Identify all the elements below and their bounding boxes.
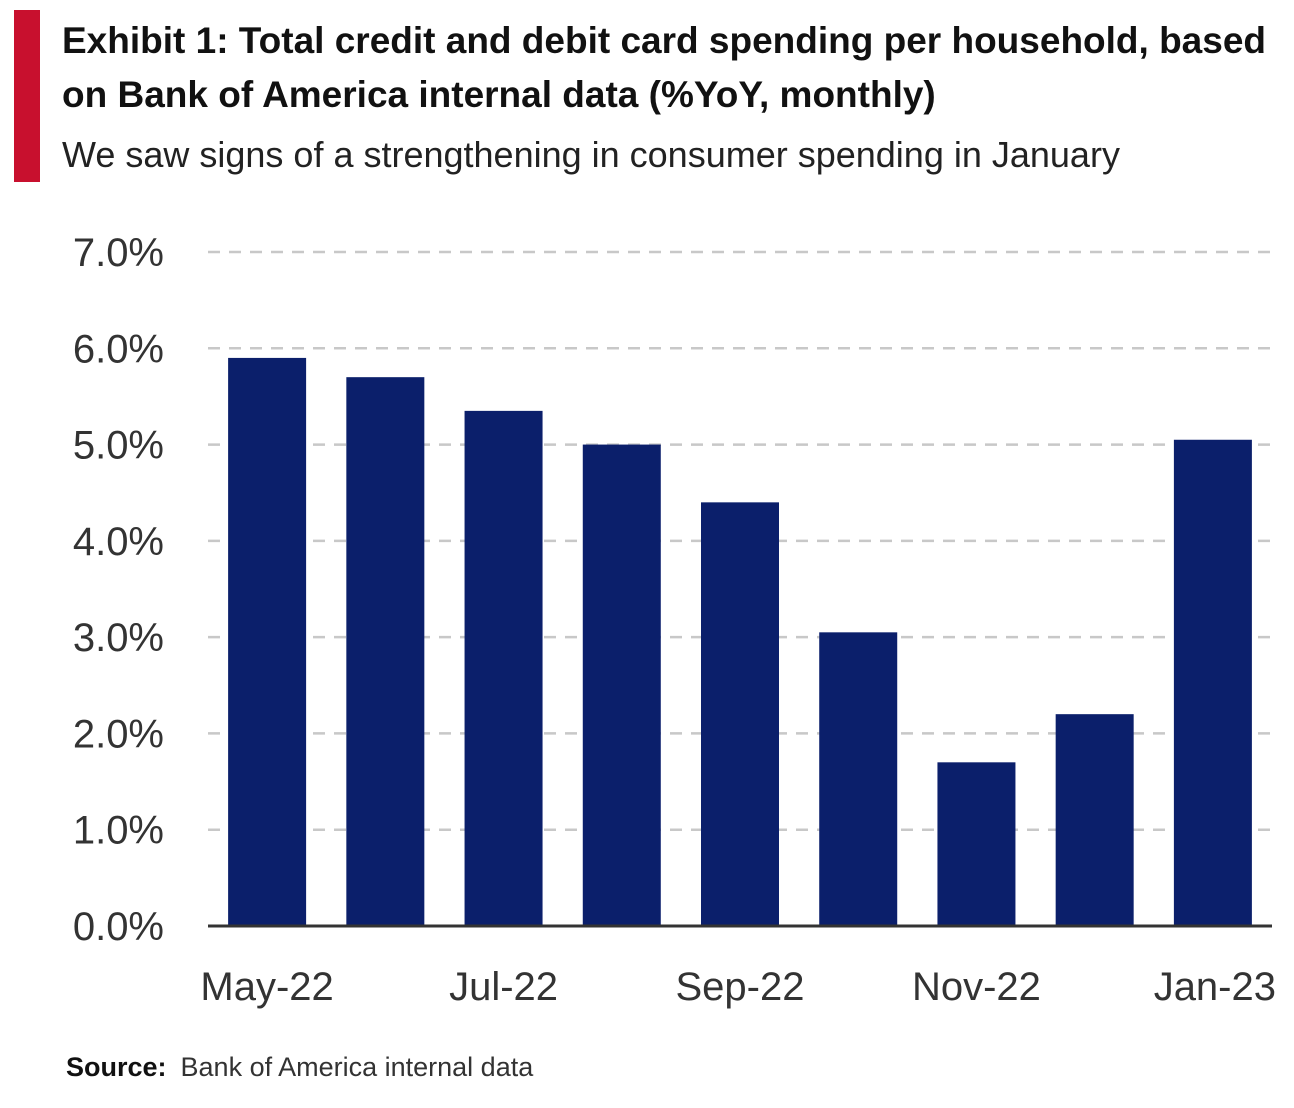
- bars: [228, 357, 1252, 927]
- y-tick-label: 2.0%: [73, 712, 164, 756]
- bar-jan-23: [1173, 439, 1252, 926]
- source-label: Source:: [66, 1052, 167, 1082]
- x-tick-label: Sep-22: [676, 965, 805, 1009]
- y-tick-label: 0.0%: [73, 905, 164, 949]
- bar-dec-22: [1055, 714, 1134, 926]
- bar-may-22: [228, 357, 307, 926]
- y-tick-label: 1.0%: [73, 809, 164, 853]
- x-tick-label: Jan-23: [1154, 965, 1276, 1009]
- source-text: Bank of America internal data: [180, 1052, 534, 1082]
- chart-subtitle: We saw signs of a strengthening in consu…: [62, 134, 1120, 175]
- y-tick-label: 6.0%: [73, 327, 164, 371]
- y-tick-label: 7.0%: [73, 231, 164, 275]
- bar-oct-22: [819, 632, 898, 926]
- y-tick-label: 4.0%: [73, 520, 164, 564]
- bar-jul-22: [464, 410, 543, 926]
- bar-nov-22: [937, 762, 1016, 926]
- bar-sep-22: [701, 502, 779, 926]
- accent-bar: [14, 10, 40, 182]
- x-tick-labels: May-22 Jul-22 Sep-22 Nov-22 Jan-23: [200, 965, 1276, 1009]
- bar-jun-22: [346, 377, 425, 927]
- bar-chart: 0.0% 1.0% 2.0% 3.0% 4.0% 5.0% 6.0% 7.0% May-22 J…: [73, 231, 1276, 1009]
- source-note: Source: Bank of America internal data: [66, 1052, 533, 1083]
- x-tick-label: Nov-22: [912, 965, 1041, 1009]
- x-tick-label: Jul-22: [449, 965, 558, 1009]
- x-tick-label: May-22: [200, 965, 333, 1009]
- chart-title: Exhibit 1: Total credit and debit card s…: [62, 20, 1267, 115]
- y-tick-label: 3.0%: [73, 616, 164, 660]
- y-tick-labels: 0.0% 1.0% 2.0% 3.0% 4.0% 5.0% 6.0% 7.0%: [73, 231, 164, 949]
- bar-aug-22: [582, 444, 661, 926]
- y-tick-label: 5.0%: [73, 424, 164, 468]
